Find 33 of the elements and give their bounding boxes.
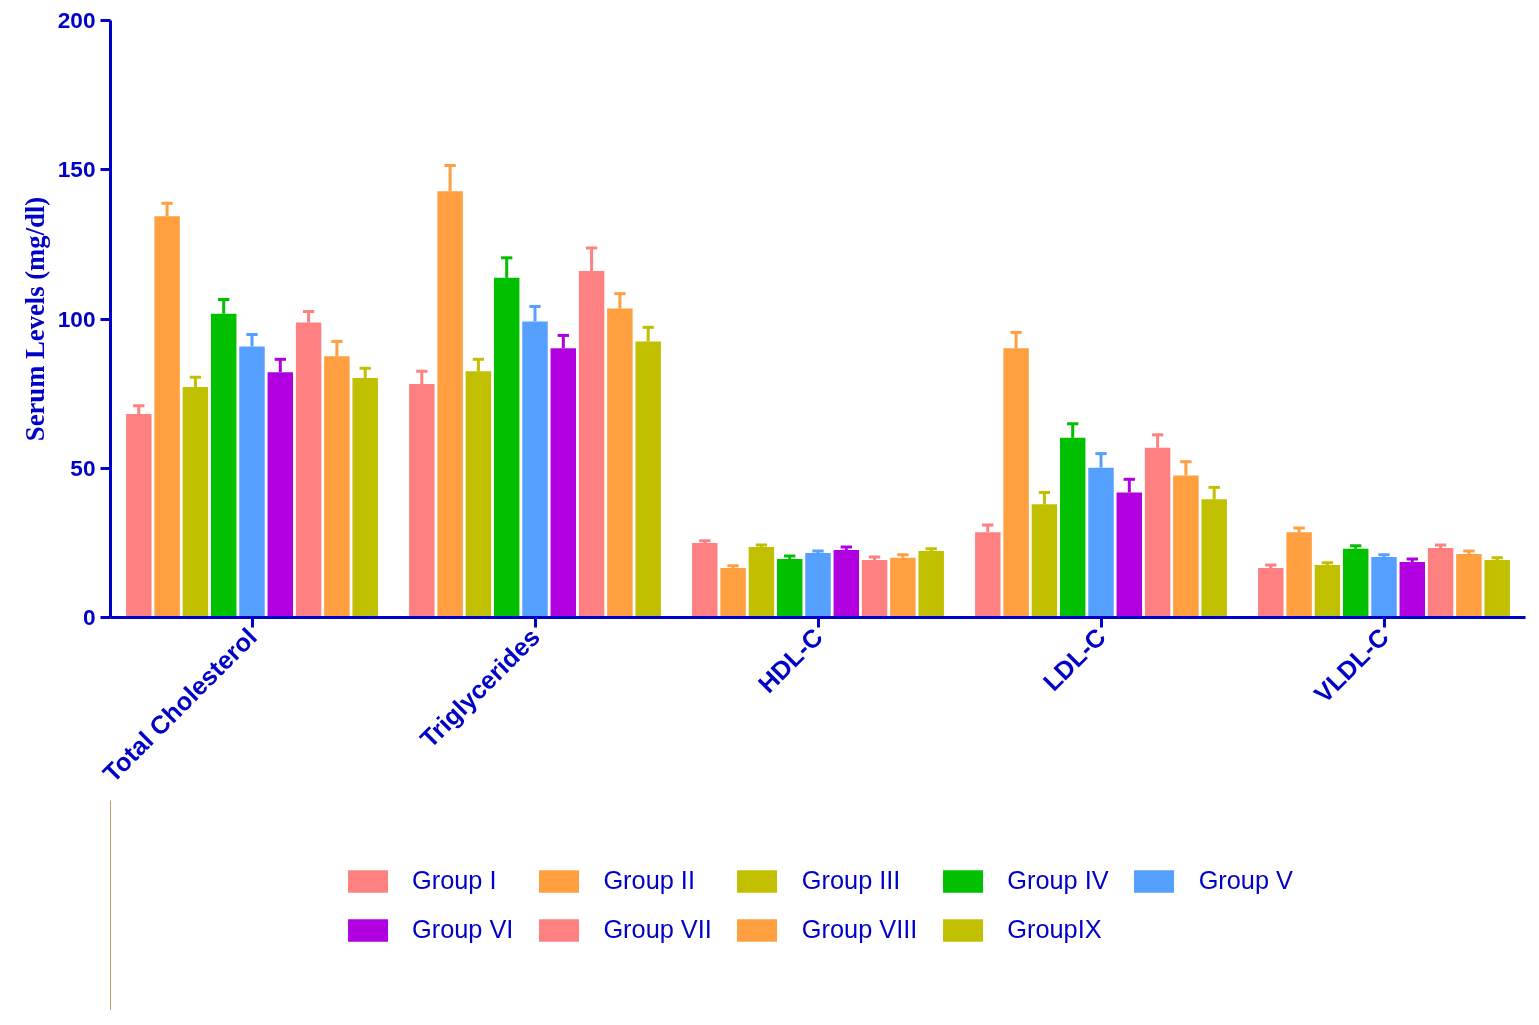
y-tick-label: 150 <box>57 156 96 183</box>
legend-label: Group III <box>801 866 901 895</box>
bar <box>833 550 860 618</box>
legend-label: GroupIX <box>1007 915 1102 944</box>
bar <box>692 542 718 618</box>
y-tick-label: 100 <box>57 305 96 332</box>
legend-label: Group VI <box>412 915 514 944</box>
bar <box>1427 547 1454 618</box>
y-tick-label: 200 <box>57 7 96 33</box>
legend-label: Group VIII <box>801 915 918 944</box>
bar <box>1258 567 1284 618</box>
bar <box>1399 561 1426 618</box>
bar <box>918 550 944 618</box>
bar <box>861 559 888 618</box>
bar <box>748 547 775 618</box>
bar <box>890 557 916 618</box>
bar <box>1342 548 1369 618</box>
legend-label: Group IV <box>1007 866 1109 895</box>
bar <box>1314 564 1341 618</box>
legend-label: Group I <box>412 866 497 895</box>
bar <box>776 558 803 618</box>
bar <box>1286 532 1312 618</box>
legend-label: Group II <box>603 866 695 895</box>
legend-label: Group VII <box>603 915 712 944</box>
y-axis-title: Serum Levels (mg/dl) <box>19 196 50 442</box>
bar <box>1371 556 1397 618</box>
legend-label: Group V <box>1198 866 1293 895</box>
bar <box>1484 559 1510 618</box>
y-tick-label: 50 <box>70 454 96 481</box>
bar <box>720 567 746 618</box>
bar <box>805 553 831 618</box>
bar <box>1456 553 1482 618</box>
y-tick-label: 0 <box>82 604 96 630</box>
